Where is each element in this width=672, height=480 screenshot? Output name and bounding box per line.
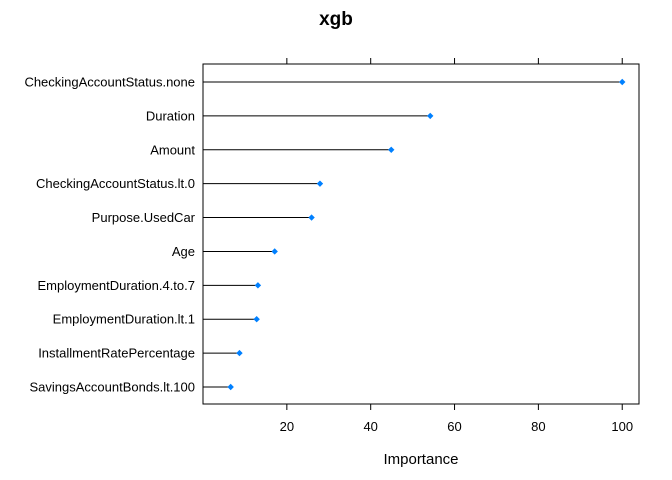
x-tick-label: 60 xyxy=(447,419,461,434)
importance-point xyxy=(316,180,324,187)
x-tick-label: 20 xyxy=(280,419,294,434)
importance-point xyxy=(427,112,434,120)
importance-point xyxy=(619,78,626,86)
importance-point xyxy=(308,214,315,221)
category-labels: CheckingAccountStatus.none Duration Amount… xyxy=(24,75,195,395)
importance-point xyxy=(236,349,243,357)
importance-point xyxy=(227,383,234,391)
category-label: CheckingAccountStatus.none xyxy=(24,75,195,90)
category-label: EmploymentDuration.lt.1 xyxy=(53,312,195,327)
chart-marks xyxy=(203,78,626,391)
category-label: Age xyxy=(172,244,195,259)
importance-point xyxy=(254,282,262,289)
chart-title: xgb xyxy=(319,9,353,30)
importance-point xyxy=(388,146,395,153)
x-axis: 20 40 60 80 100 xyxy=(280,58,633,434)
x-tick-label: 100 xyxy=(611,419,633,434)
category-label: Duration xyxy=(146,108,195,123)
x-tick-label: 80 xyxy=(531,419,545,434)
category-label: Purpose.UsedCar xyxy=(92,210,196,225)
category-label: EmploymentDuration.4.to.7 xyxy=(37,278,195,293)
category-label: CheckingAccountStatus.lt.0 xyxy=(36,176,195,191)
category-label: Amount xyxy=(150,142,195,157)
importance-point xyxy=(253,316,260,323)
x-axis-label: Importance xyxy=(383,451,458,468)
category-label: InstallmentRatePercentage xyxy=(38,346,195,361)
x-tick-label: 40 xyxy=(363,419,377,434)
plot-frame xyxy=(202,63,640,405)
category-label: SavingsAccountBonds.lt.100 xyxy=(30,380,196,395)
importance-point xyxy=(271,248,278,255)
